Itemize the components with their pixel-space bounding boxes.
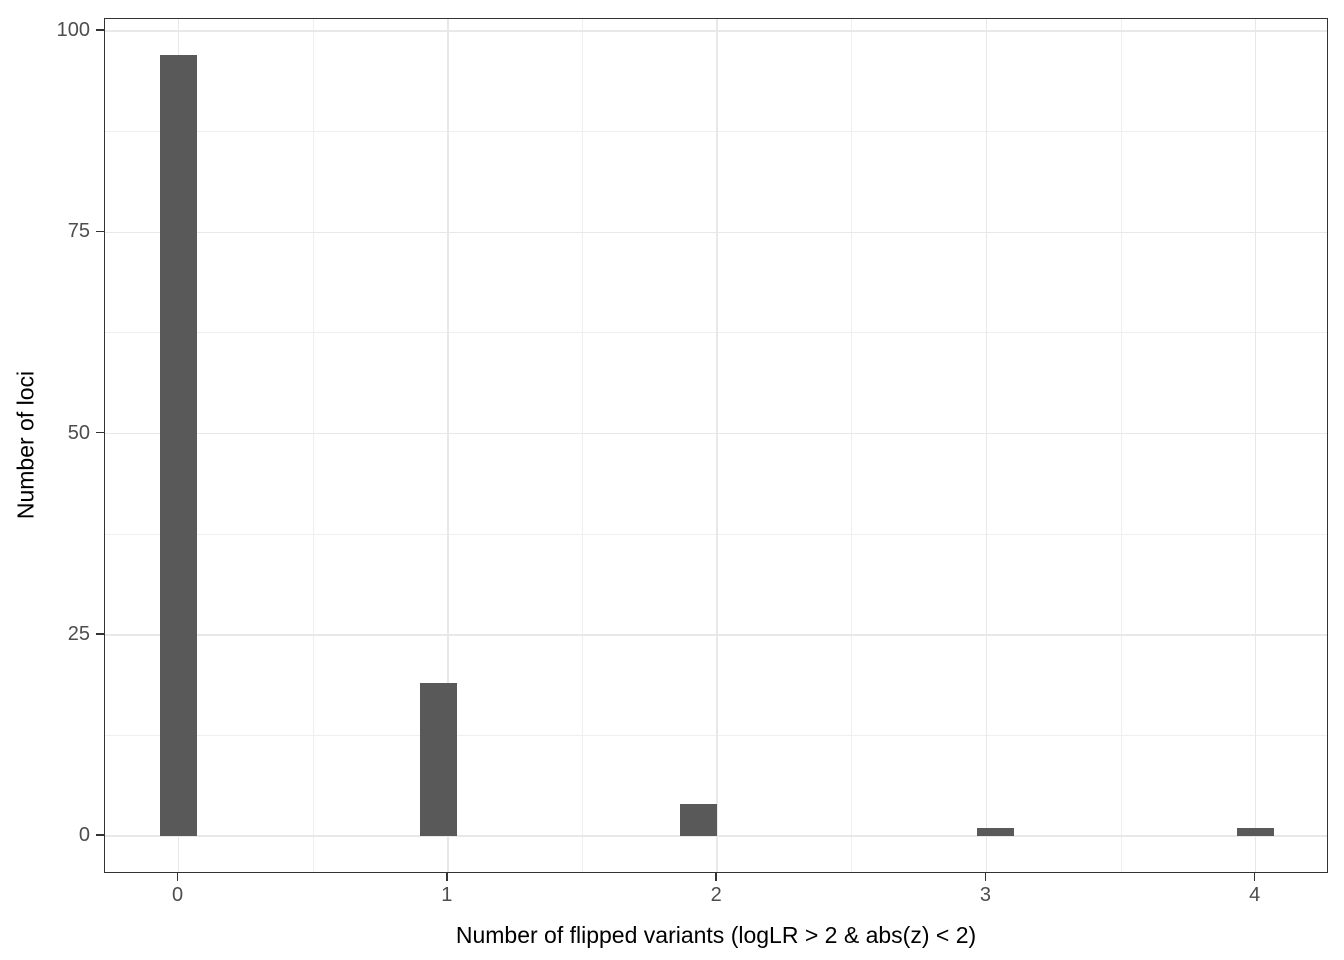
gridline-y-minor [105, 533, 1327, 535]
gridline-y-major [105, 835, 1327, 837]
y-tick-label: 75 [67, 220, 90, 243]
x-tick-label: 0 [171, 884, 184, 906]
gridline-x-major [716, 19, 718, 872]
x-axis-title: Number of flipped variants (logLR > 2 & … [455, 922, 977, 948]
x-axis-tick [984, 873, 987, 881]
y-axis-tick [96, 230, 104, 233]
x-tick-label: 4 [1249, 884, 1261, 906]
gridline-x-major [447, 19, 449, 872]
x-axis-tick [715, 873, 717, 881]
x-tick-label: 1 [441, 884, 453, 906]
y-axis-tick [96, 431, 104, 434]
gridline-y-major [105, 432, 1327, 435]
histogram-bar [1237, 828, 1275, 837]
x-axis-tick [176, 873, 179, 881]
x-tick-label: 2 [710, 884, 722, 906]
x-axis-tick [446, 873, 448, 881]
y-axis-tick [96, 633, 104, 635]
y-tick-label: 100 [56, 19, 90, 42]
histogram-bar [977, 828, 1015, 837]
plot-panel [104, 18, 1328, 873]
histogram-bar [420, 683, 457, 837]
x-tick-label: 3 [979, 884, 991, 906]
gridline-x-major [1254, 19, 1257, 872]
histogram-bar [159, 55, 198, 837]
y-axis-tick [96, 29, 104, 31]
y-tick-label: 0 [78, 824, 90, 847]
gridline-x-minor [581, 19, 583, 872]
x-axis-tick [1253, 873, 1256, 881]
y-tick-label: 50 [67, 421, 90, 444]
y-axis-tick [96, 834, 104, 836]
y-axis-title-text: Number of loci [12, 370, 39, 520]
y-tick-label: 25 [67, 622, 90, 645]
gridline-x-major [985, 19, 988, 872]
gridline-y-major [105, 30, 1327, 32]
gridline-y-major [105, 231, 1327, 234]
histogram-bar [679, 803, 718, 837]
gridline-x-minor [851, 19, 853, 872]
gridline-y-major [105, 634, 1327, 636]
gridline-y-minor [105, 131, 1327, 133]
gridline-y-minor [105, 735, 1327, 737]
gridline-x-minor [312, 19, 314, 872]
gridline-y-minor [105, 332, 1327, 334]
gridline-x-minor [1120, 19, 1122, 872]
